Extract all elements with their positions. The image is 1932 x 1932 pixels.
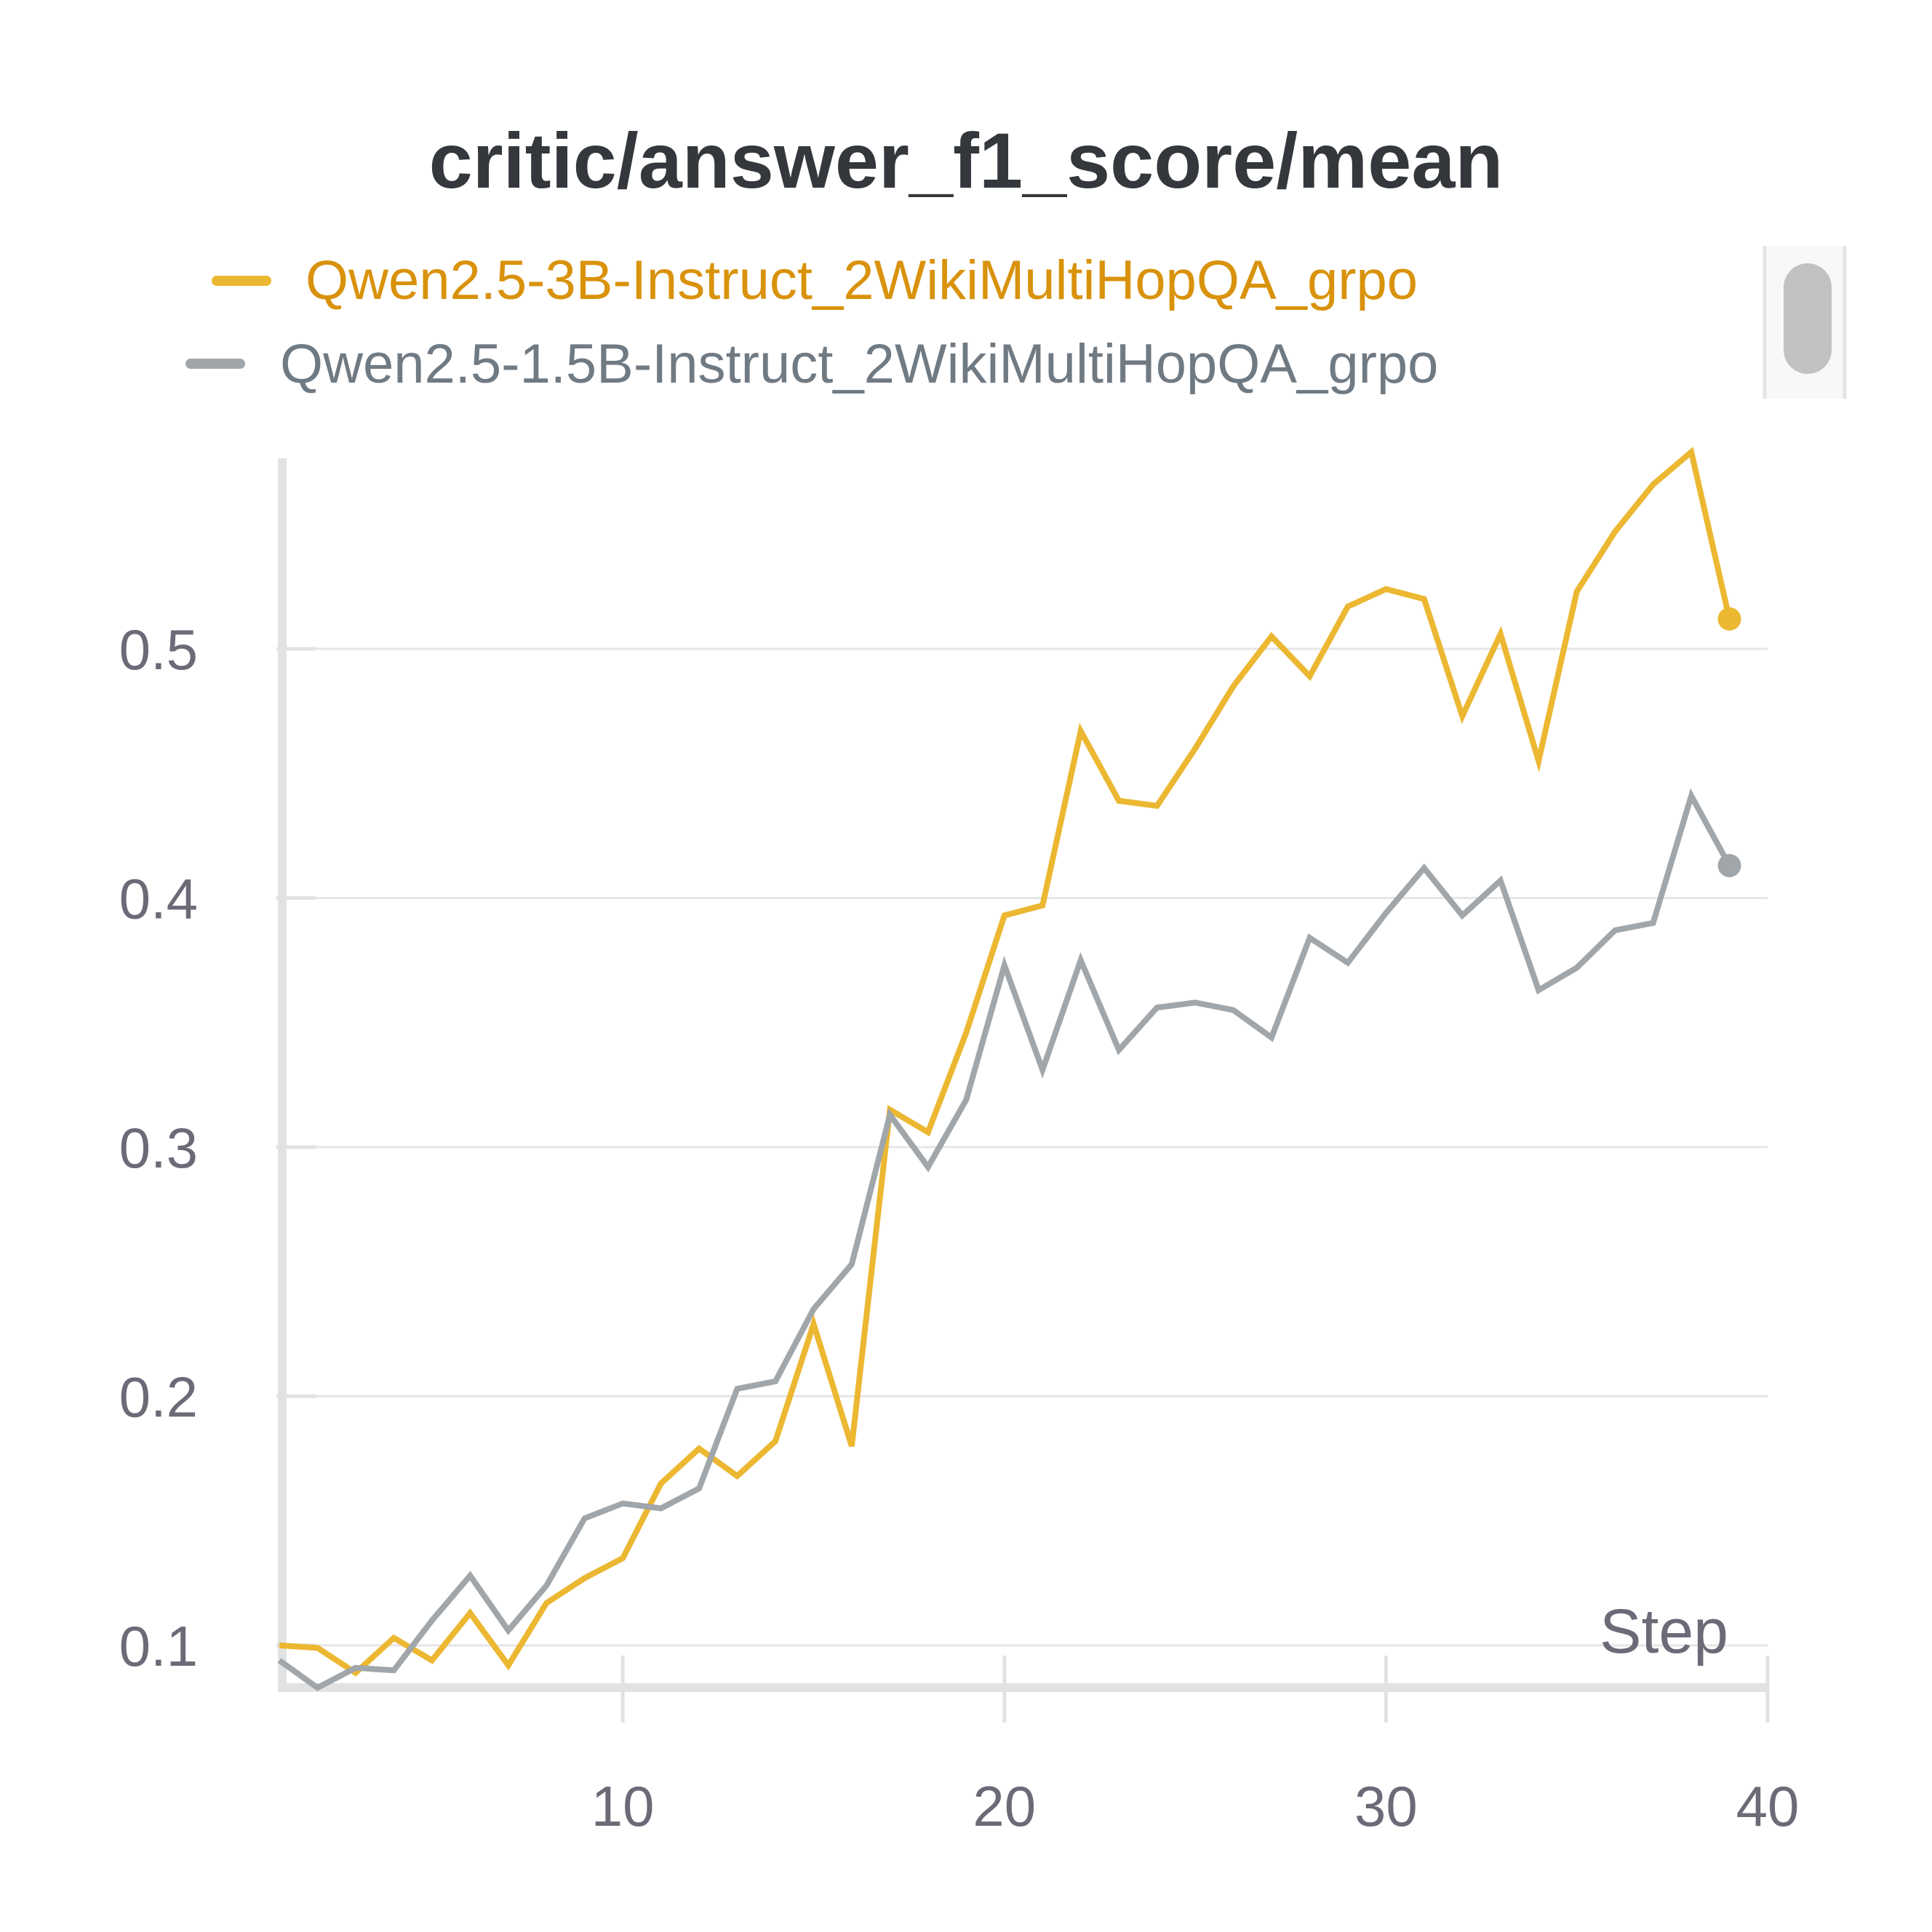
legend-label-series-2[interactable]: Qwen2.5-1.5B-Instruct_2WikiMultiHopQA_gr… — [280, 333, 1438, 395]
x-tick-label: 40 — [1736, 1774, 1800, 1838]
x-tick-label: 10 — [591, 1774, 655, 1838]
y-tick-label: 0.1 — [119, 1614, 198, 1678]
chart-title: critic/answer_f1_score/mean — [429, 116, 1504, 204]
series-lines — [277, 447, 1741, 1691]
tick-labels: 0.1 0.2 0.3 0.4 0.5 10 20 30 40 — [119, 618, 1800, 1838]
grid-lines — [282, 647, 1768, 1647]
series-end-point-2[interactable] — [1717, 853, 1741, 877]
series-end-point-1[interactable] — [1717, 607, 1741, 631]
legend-scrollbar[interactable] — [1763, 246, 1847, 399]
series-line-1[interactable] — [279, 447, 1733, 1677]
legend-scrollbar-thumb[interactable] — [1784, 263, 1832, 374]
y-tick-label: 0.4 — [119, 867, 198, 931]
y-tick-label: 0.3 — [119, 1116, 198, 1180]
x-tick-label: 20 — [973, 1774, 1036, 1838]
legend: Qwen2.5-3B-Instruct_2WikiMultiHopQA_grpo… — [185, 250, 1438, 395]
y-tick-label: 0.5 — [119, 618, 198, 682]
series-line-2[interactable] — [277, 788, 1733, 1691]
y-tick-label: 0.2 — [119, 1365, 198, 1429]
x-axis-label: Step — [1600, 1597, 1728, 1666]
legend-label-series-1[interactable]: Qwen2.5-3B-Instruct_2WikiMultiHopQA_grpo — [306, 250, 1418, 311]
x-tick-label: 30 — [1354, 1774, 1418, 1838]
